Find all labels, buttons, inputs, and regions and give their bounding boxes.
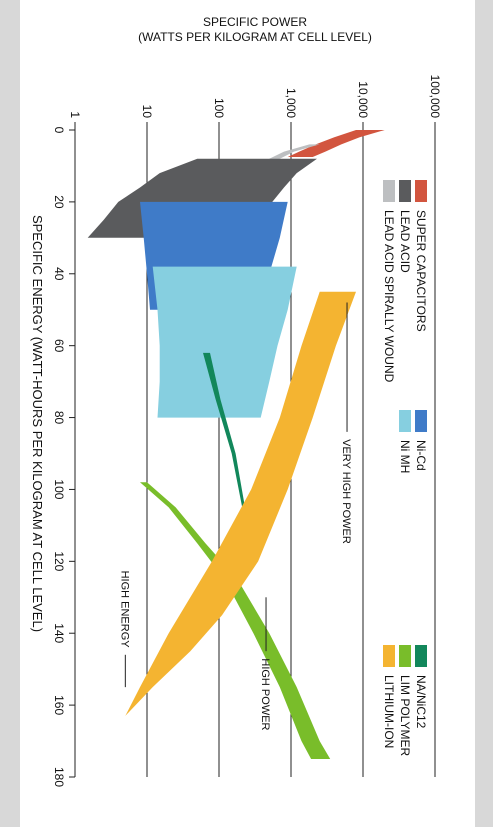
band-0	[287, 130, 385, 157]
legend-label-6: LIM POLYMER	[398, 675, 412, 756]
chart: 1 10 100 1,000 10,000 100,000 0 20 40 60 80 100 120 1…	[30, 15, 442, 787]
x-tick-label-4: 80	[52, 411, 66, 425]
legend-label-4: Ni MH	[398, 440, 412, 473]
annotation-very-high-power: VERY HIGH POWER	[340, 439, 352, 544]
legend-swatch-5	[415, 645, 427, 667]
x-tick-label-9: 180	[52, 767, 66, 787]
legend-label-1: LEAD ACID	[398, 210, 412, 273]
x-tick-label-8: 160	[52, 695, 66, 715]
x-tick-label-3: 60	[52, 339, 66, 353]
y-axis-title: SPECIFIC POWER(WATTS PER KILOGRAM AT CEL…	[138, 15, 372, 44]
x-tick-label-0: 0	[52, 127, 66, 134]
annotation-high-power: HIGH POWER	[259, 658, 271, 730]
y-tick-label-3: 1,000	[284, 88, 298, 118]
x-tick-label-5: 100	[52, 479, 66, 499]
x-tick-label-7: 140	[52, 623, 66, 643]
y-tick-label-2: 100	[212, 98, 226, 118]
y-tick-label-0: 1	[68, 111, 82, 118]
legend-label-7: LITHIUM-ION	[382, 675, 396, 748]
legend-label-5: NA/NiC12	[414, 675, 428, 729]
y-axis-title-line2: (WATTS PER KILOGRAM AT CELL LEVEL)	[138, 30, 372, 44]
legend-swatch-4	[399, 410, 411, 432]
y-tick-label-4: 10,000	[356, 81, 370, 118]
y-tick-label-1: 10	[140, 105, 154, 119]
legend-swatch-0	[415, 180, 427, 202]
x-axis-title: SPECIFIC ENERGY (WATT-HOURS PER KILOGRAM…	[30, 215, 45, 632]
annotation-high-energy: HIGH ENERGY	[118, 571, 130, 649]
y-axis-title-line1: SPECIFIC POWER	[203, 15, 307, 29]
legend-swatch-3	[415, 410, 427, 432]
band-6	[140, 482, 331, 759]
x-tick-label-6: 120	[52, 551, 66, 571]
x-tick-label-2: 40	[52, 267, 66, 281]
legend-label-0: SUPER CAPACITORS	[414, 210, 428, 332]
legend-swatch-7	[383, 645, 395, 667]
legend-label-3: Ni-Cd	[414, 440, 428, 471]
chart-panel: 1 10 100 1,000 10,000 100,000 0 20 40 60 80 100 120 1…	[20, 0, 475, 827]
legend-swatch-2	[383, 180, 395, 202]
legend-swatch-6	[399, 645, 411, 667]
band-7	[109, 291, 356, 749]
y-tick-label-5: 100,000	[428, 75, 442, 119]
band-4	[152, 266, 297, 418]
x-tick-label-1: 20	[52, 195, 66, 209]
legend-swatch-1	[399, 180, 411, 202]
legend-label-2: LEAD ACID SPIRALLY WOUND	[382, 210, 396, 383]
